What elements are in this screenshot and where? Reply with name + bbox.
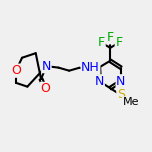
Text: O: O [11,64,21,77]
Text: O: O [40,82,50,95]
Text: N: N [116,75,126,88]
Text: F: F [98,36,105,49]
Text: N: N [42,60,51,73]
Text: F: F [115,36,122,49]
Text: N: N [95,75,104,88]
Text: NH: NH [81,61,100,74]
Text: Me: Me [123,97,139,107]
Text: F: F [107,31,114,44]
Text: S: S [117,88,125,102]
